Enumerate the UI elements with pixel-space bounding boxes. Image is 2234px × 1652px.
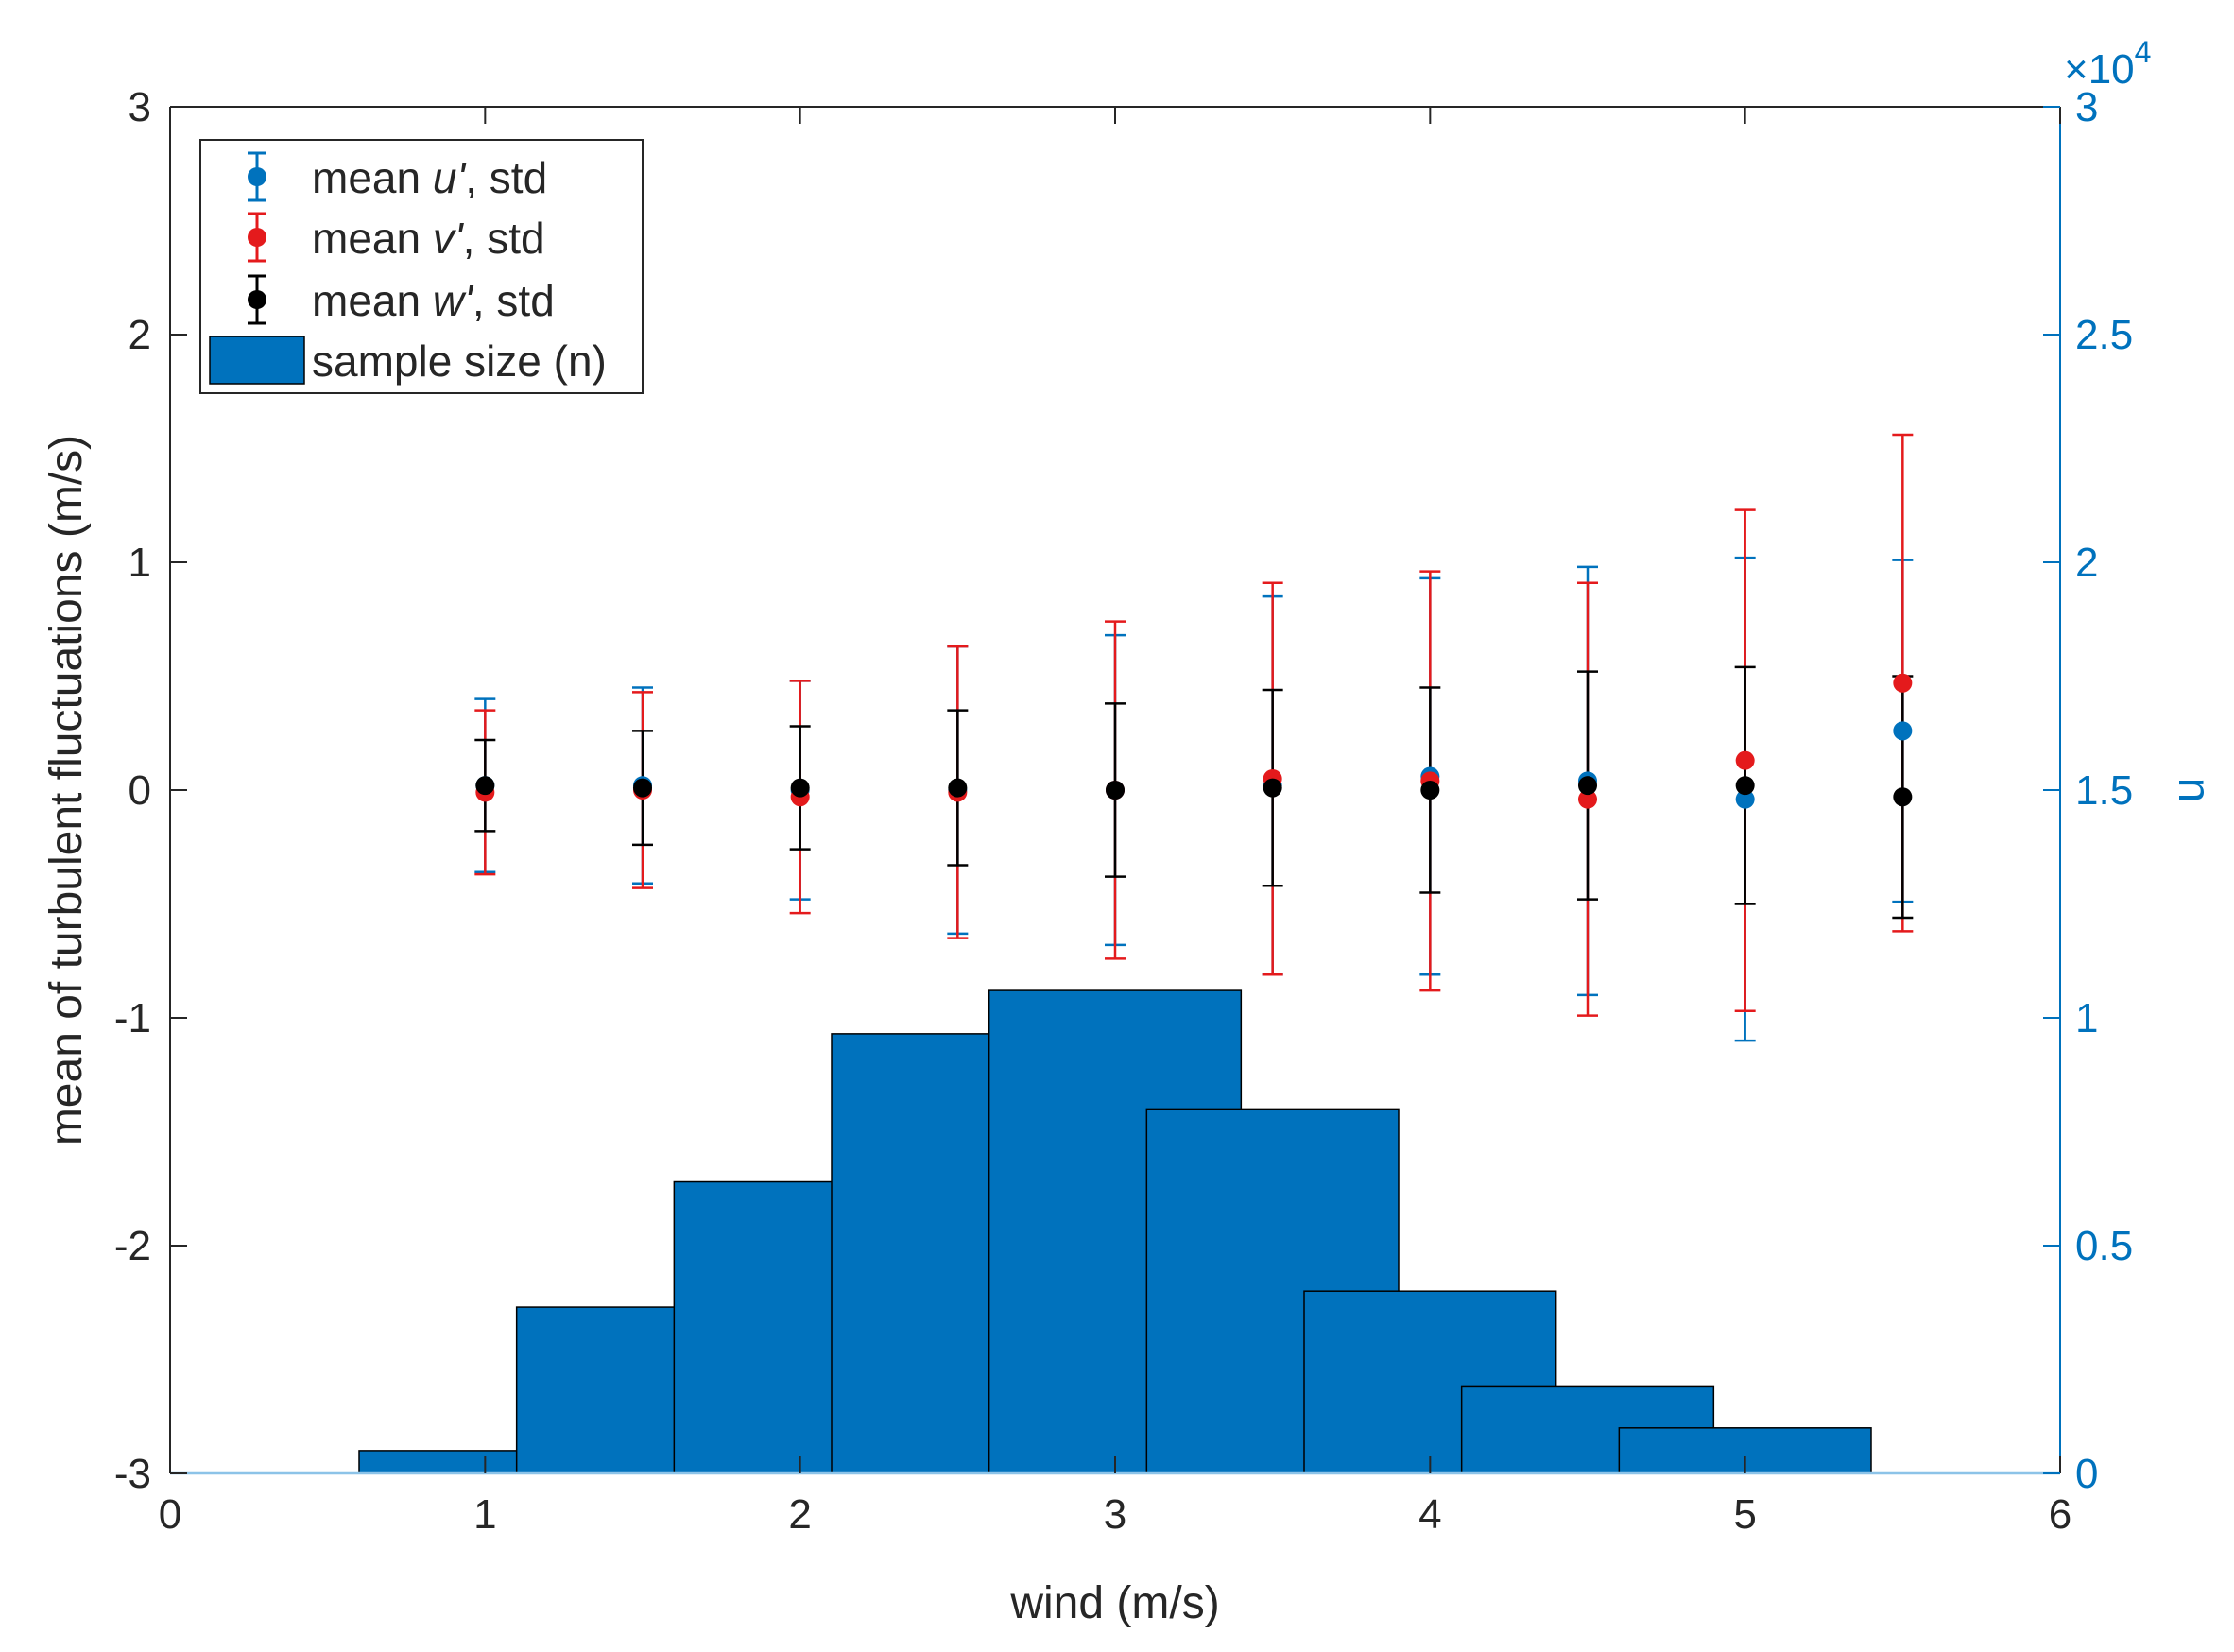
y-tick-label-5: 2 bbox=[129, 312, 151, 358]
legend-w-var: w' bbox=[433, 276, 474, 325]
x-tick-label-1: 1 bbox=[473, 1491, 496, 1538]
x-tick-label-6: 6 bbox=[2049, 1491, 2071, 1538]
y-tick-label-0: -3 bbox=[114, 1451, 151, 1497]
point-v-8 bbox=[1735, 750, 1755, 770]
point-u-9 bbox=[1893, 721, 1913, 741]
point-v-9 bbox=[1893, 673, 1913, 693]
point-w-1 bbox=[633, 778, 652, 798]
ticks-layer: 0 1 2 3 4 5 6 -3 -2 -1 0 1 2 3 0 0.5 1 1.5 2 2.5 3 bbox=[114, 84, 2133, 1538]
legend-w-marker bbox=[248, 290, 266, 309]
errorbar-layer bbox=[474, 433, 1914, 1042]
point-w-9 bbox=[1893, 787, 1913, 807]
point-w-6 bbox=[1420, 781, 1440, 800]
y-right-axis-label: n bbox=[2169, 778, 2219, 803]
legend-v-prefix: mean bbox=[312, 214, 433, 263]
legend-v-var: v' bbox=[433, 214, 465, 263]
legend-u-prefix: mean bbox=[312, 153, 433, 202]
legend-u-label: mean u', std bbox=[312, 153, 547, 202]
legend-entry-u: mean u', std bbox=[248, 151, 547, 202]
legend-entry-bars: sample size (n) bbox=[209, 336, 607, 386]
legend-v-label: mean v', std bbox=[312, 214, 545, 263]
legend-u-marker bbox=[248, 167, 266, 186]
legend-w-prefix: mean bbox=[312, 276, 433, 325]
y-tick-label-6: 3 bbox=[129, 84, 151, 130]
right-axis-exponent-base: ×10 bbox=[2064, 46, 2135, 93]
point-w-3 bbox=[948, 778, 968, 798]
legend-v-suffix: , std bbox=[463, 214, 545, 263]
bars-layer bbox=[201, 989, 2029, 1474]
point-v-7 bbox=[1578, 789, 1597, 809]
right-axis-exponent-power: 4 bbox=[2135, 35, 2152, 69]
legend-w-label: mean w', std bbox=[312, 276, 555, 325]
legend-entry-v: mean v', std bbox=[248, 212, 545, 263]
y-tick-label-1: -2 bbox=[114, 1223, 151, 1269]
legend-entry-w: mean w', std bbox=[248, 274, 555, 325]
y-axis-label: mean of turbulent fluctuations (m/s) bbox=[42, 435, 92, 1145]
legend-bar-swatch bbox=[209, 336, 305, 385]
legend-v-marker bbox=[248, 228, 266, 247]
point-w-4 bbox=[1106, 781, 1125, 800]
legend: mean u', std mean v', std mean w', std s… bbox=[199, 139, 644, 394]
x-tick-label-2: 2 bbox=[788, 1491, 811, 1538]
point-w-0 bbox=[475, 776, 495, 796]
y-tick-label-3: 0 bbox=[129, 767, 151, 814]
legend-bar-label: sample size (n) bbox=[312, 336, 607, 386]
y-right-tick-label-3: 1.5 bbox=[2075, 767, 2133, 814]
y-right-tick-label-0: 0 bbox=[2075, 1451, 2098, 1497]
y-tick-label-2: -1 bbox=[114, 995, 151, 1041]
legend-w-suffix: , std bbox=[473, 276, 555, 325]
right-axis-exponent: ×104 bbox=[2064, 35, 2151, 93]
point-w-2 bbox=[790, 778, 810, 798]
point-u-8 bbox=[1735, 789, 1755, 809]
point-w-8 bbox=[1735, 776, 1755, 796]
y-right-tick-label-2: 1 bbox=[2075, 995, 2098, 1041]
y-tick-label-4: 1 bbox=[129, 540, 151, 586]
y-right-tick-label-5: 2.5 bbox=[2075, 312, 2133, 358]
y-right-tick-label-1: 0.5 bbox=[2075, 1223, 2133, 1269]
x-tick-label-5: 5 bbox=[1733, 1491, 1756, 1538]
legend-u-suffix: , std bbox=[465, 153, 547, 202]
y-right-tick-label-4: 2 bbox=[2075, 540, 2098, 586]
x-tick-label-3: 3 bbox=[1104, 1491, 1126, 1538]
x-axis-label: wind (m/s) bbox=[1009, 1578, 1219, 1628]
point-w-7 bbox=[1578, 776, 1597, 796]
x-tick-label-0: 0 bbox=[159, 1491, 181, 1538]
y-right-tick-label-6: 3 bbox=[2075, 84, 2098, 130]
legend-u-var: u' bbox=[433, 153, 468, 202]
point-w-5 bbox=[1263, 778, 1282, 798]
x-tick-label-4: 4 bbox=[1418, 1491, 1441, 1538]
